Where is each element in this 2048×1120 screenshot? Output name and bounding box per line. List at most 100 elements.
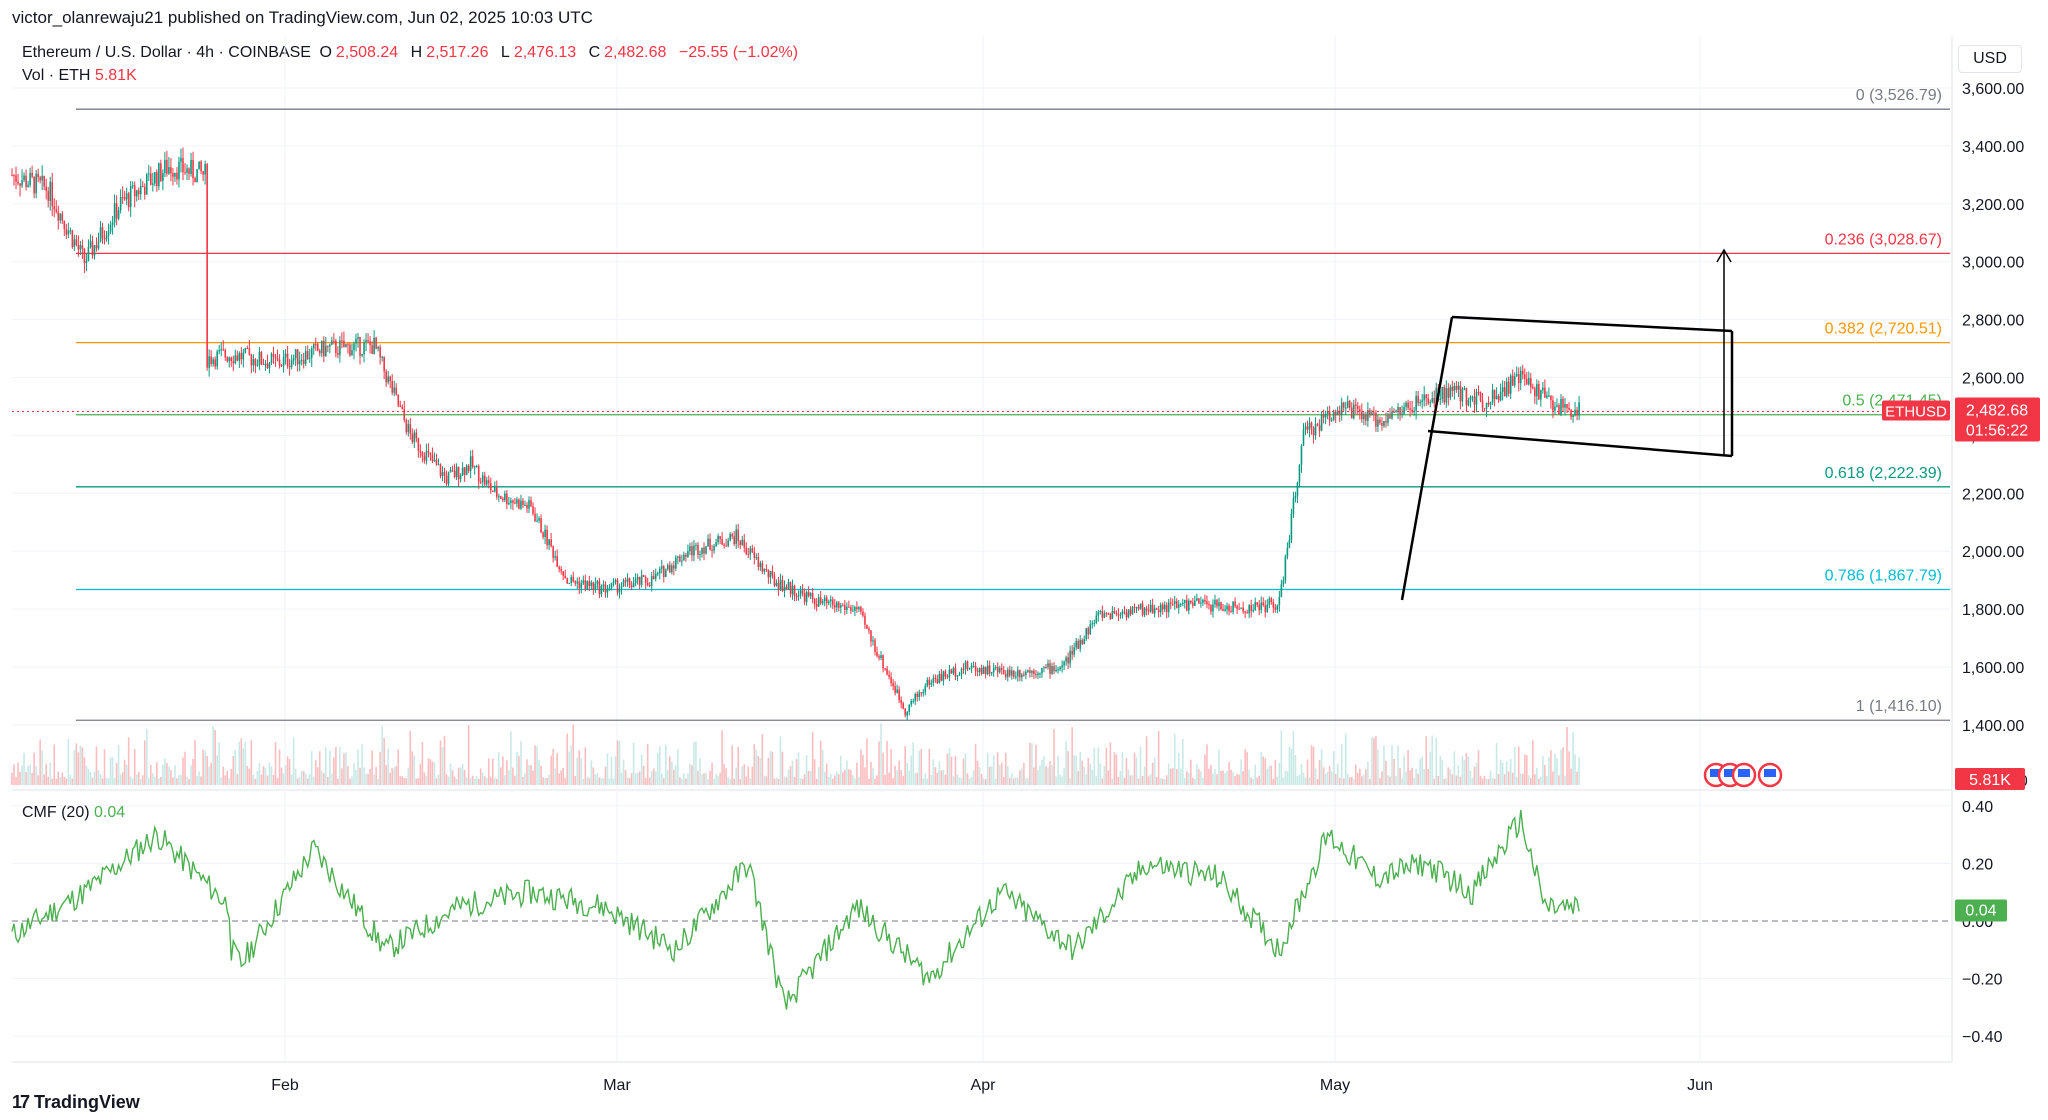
volume-bar xyxy=(276,777,279,785)
volume-bar xyxy=(67,738,70,785)
candle-body xyxy=(1346,400,1349,408)
volume-bar xyxy=(385,765,387,785)
candle-body xyxy=(1334,411,1337,416)
volume-bar xyxy=(226,770,229,785)
bull-flag-drawing[interactable] xyxy=(1400,248,1734,601)
candle-body xyxy=(936,678,939,684)
volume-bar xyxy=(799,778,802,785)
volume-bar xyxy=(1226,771,1228,785)
volume-bar xyxy=(725,768,727,785)
volume-bar xyxy=(1047,767,1049,785)
volume-bar xyxy=(1479,775,1482,785)
volume-bar xyxy=(1284,770,1287,785)
volume-bar xyxy=(1149,774,1152,785)
volume-bar xyxy=(928,748,931,785)
volume-bar xyxy=(244,741,247,785)
candle-body xyxy=(379,347,381,358)
fibonacci-retracement[interactable]: 0 (3,526.79)0.236 (3,028.67)0.382 (2,720… xyxy=(76,87,1950,721)
price-tick-label: 3,200.00 xyxy=(1962,197,2024,214)
candle-body xyxy=(548,539,550,546)
candle-body xyxy=(1461,388,1464,402)
candle-body xyxy=(355,338,357,344)
candle-body xyxy=(1073,647,1075,655)
volume-bar xyxy=(423,772,426,785)
currency-button[interactable]: USD xyxy=(1958,45,2022,73)
tradingview-logo[interactable]: 17 TradingView xyxy=(12,1092,140,1113)
candle-body xyxy=(552,546,554,558)
candle-body xyxy=(932,677,935,683)
candle-body xyxy=(1192,602,1194,606)
volume-bar xyxy=(1576,771,1578,785)
volume-bar xyxy=(1069,778,1071,785)
volume-bar xyxy=(854,778,856,785)
volume-bar xyxy=(962,758,965,785)
candle-body xyxy=(222,349,225,351)
candle-body xyxy=(455,466,458,477)
candle-body xyxy=(15,175,17,182)
volume-bar xyxy=(236,774,239,785)
volume-bar xyxy=(182,757,184,785)
volume-bar xyxy=(1540,776,1542,785)
candle-body xyxy=(1238,608,1240,610)
volume-bar xyxy=(1338,777,1341,785)
volume-bar xyxy=(1099,763,1102,785)
candle-body xyxy=(318,350,321,354)
candle-body xyxy=(1457,385,1460,390)
candle-body xyxy=(39,177,41,181)
volume-bar xyxy=(77,752,80,785)
volume-bar xyxy=(1447,767,1450,785)
candle-body xyxy=(393,387,396,393)
volume-bar xyxy=(1214,769,1216,785)
last-price-badge xyxy=(1955,397,2040,442)
volume-bar xyxy=(610,756,613,785)
price-axis[interactable]: 3,600.003,400.003,200.003,000.002,800.00… xyxy=(1703,81,2040,1046)
candle-body xyxy=(1354,404,1357,406)
candle-body xyxy=(719,536,721,540)
volume-bar xyxy=(1453,751,1456,785)
volume-bar xyxy=(1246,752,1248,785)
volume-bar xyxy=(916,772,919,785)
candle-body xyxy=(316,344,319,351)
candle-body xyxy=(290,360,293,368)
candle-body xyxy=(958,674,961,676)
volume-bar xyxy=(152,773,154,785)
candle-body xyxy=(419,450,422,453)
candle-body xyxy=(787,582,790,590)
candle-body xyxy=(512,500,514,503)
volume-bar xyxy=(184,751,186,785)
volume-bar xyxy=(564,777,567,785)
volume-bar xyxy=(329,750,331,785)
candle-body xyxy=(757,556,760,567)
volume-bar xyxy=(1427,768,1430,785)
volume-bar xyxy=(1340,744,1343,785)
candle-body xyxy=(286,353,289,367)
candle-body xyxy=(1413,410,1415,412)
volume-bar xyxy=(753,744,756,785)
candle-body xyxy=(411,433,414,443)
candle-body xyxy=(105,235,108,240)
volume-bar xyxy=(958,777,961,785)
volume-bar xyxy=(1041,759,1043,785)
candle-body xyxy=(1252,610,1254,612)
candle-body xyxy=(550,539,552,547)
candle-body xyxy=(699,554,701,556)
candle-body xyxy=(399,405,402,407)
flag-pole-line xyxy=(1400,316,1454,601)
candle-body xyxy=(1258,604,1261,610)
candle-body xyxy=(749,548,752,555)
volume-bar xyxy=(304,773,307,785)
volume-bar xyxy=(41,750,43,785)
volume-bar xyxy=(166,763,168,785)
volume-bar xyxy=(1475,762,1478,785)
time-axis[interactable]: Feb Mar Apr May Jun xyxy=(271,1077,1713,1094)
us-flag-icon xyxy=(1738,769,1750,777)
candle-body xyxy=(143,186,146,195)
cmf-label[interactable]: CMF (20) xyxy=(22,804,90,821)
volume-bar xyxy=(777,778,780,785)
candle-body xyxy=(21,180,23,186)
candle-body xyxy=(677,556,679,558)
symbol-title[interactable]: Ethereum / U.S. Dollar · 4h · COINBASE xyxy=(22,44,311,61)
candle-body xyxy=(1159,604,1162,613)
volume-bar xyxy=(638,771,641,785)
